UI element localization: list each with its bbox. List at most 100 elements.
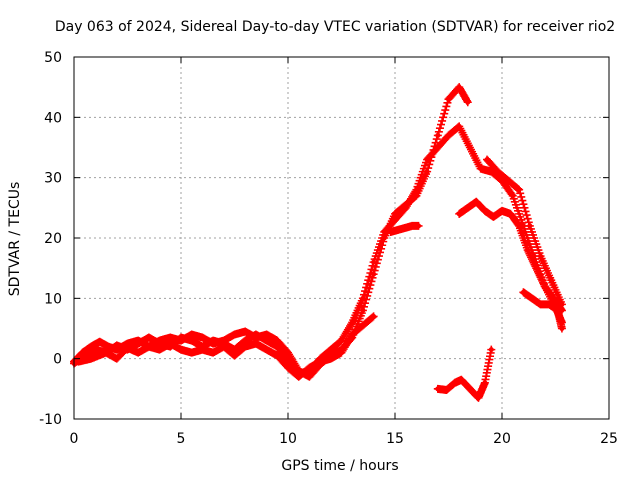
data-point	[452, 380, 458, 386]
data-point	[467, 145, 473, 150]
x-tick-label: 25	[600, 431, 618, 447]
series-arc-5	[483, 155, 566, 309]
axes: 0 5 10 15 20 25 -10 0 10 20 30 40 50	[39, 50, 618, 447]
data-point	[446, 96, 451, 102]
data-point	[488, 169, 494, 175]
data-point	[242, 344, 248, 350]
data-point	[371, 313, 377, 319]
data-point	[210, 350, 216, 356]
data-point	[456, 84, 462, 90]
data-point	[488, 347, 494, 353]
data-point	[339, 338, 344, 344]
data-point	[416, 223, 422, 229]
data-point	[88, 356, 94, 362]
data-point	[135, 341, 141, 347]
series-arc-7	[519, 288, 566, 333]
data-point	[167, 341, 173, 347]
data-point	[178, 347, 184, 353]
data-point	[306, 365, 312, 371]
data-point	[495, 169, 501, 175]
series-arc-1	[70, 83, 472, 381]
chart-title: Day 063 of 2024, Sidereal Day-to-day VTE…	[55, 19, 615, 35]
data-point	[349, 319, 355, 325]
data-point	[232, 353, 237, 359]
data-point	[199, 335, 205, 341]
data-point	[189, 338, 195, 344]
data-point	[92, 347, 98, 353]
data-point	[456, 123, 462, 129]
data-point	[253, 332, 259, 338]
x-axis-label: GPS time / hours	[281, 458, 398, 474]
data-point	[465, 205, 471, 211]
data-point	[264, 332, 270, 338]
data-point	[157, 341, 163, 347]
data-point	[555, 307, 561, 313]
data-point	[516, 223, 522, 229]
data-point	[328, 347, 334, 353]
data-point	[458, 377, 464, 383]
data-point	[527, 223, 533, 229]
data-point	[473, 199, 479, 205]
data-point	[520, 289, 526, 295]
data-point	[456, 211, 462, 217]
data-point	[482, 208, 488, 214]
y-tick-label: 10	[44, 291, 62, 307]
y-tick-label: -10	[39, 412, 62, 428]
data-point	[550, 295, 556, 301]
data-point	[178, 335, 184, 341]
y-tick-label: 50	[44, 50, 62, 66]
y-tick-label: 30	[44, 171, 62, 187]
data-point	[409, 223, 415, 229]
x-tick-label: 20	[493, 431, 511, 447]
data-point	[274, 344, 280, 350]
data-point	[435, 145, 441, 150]
data-point	[484, 157, 490, 163]
data-point	[538, 301, 544, 307]
series-layer	[70, 83, 566, 402]
data-point	[546, 301, 552, 307]
data-point	[189, 332, 195, 338]
data-point	[525, 247, 531, 253]
data-point	[360, 307, 366, 313]
data-point	[510, 193, 516, 199]
series-markers	[70, 83, 472, 381]
data-point	[467, 386, 473, 392]
data-point	[75, 359, 81, 365]
data-point	[559, 326, 565, 331]
data-point	[97, 339, 103, 345]
data-point	[135, 350, 141, 356]
data-point	[146, 344, 152, 350]
series-arc-8	[433, 345, 496, 402]
data-point	[435, 386, 441, 392]
data-point	[285, 350, 291, 356]
data-point	[114, 356, 120, 362]
data-point	[392, 217, 398, 223]
data-point	[533, 265, 539, 271]
data-point	[274, 353, 280, 359]
data-point	[189, 350, 195, 356]
data-point	[398, 226, 404, 232]
y-axis-label: SDTVAR / TECUs	[7, 182, 23, 297]
data-point	[446, 132, 451, 138]
data-point	[242, 329, 248, 335]
data-point	[253, 341, 259, 347]
x-tick-label: 0	[70, 431, 79, 447]
data-point	[360, 322, 366, 328]
data-point	[167, 335, 173, 341]
data-point	[478, 166, 484, 172]
data-point	[157, 347, 163, 353]
data-point	[413, 187, 419, 193]
data-point	[542, 283, 548, 289]
data-point	[210, 338, 216, 344]
x-tick-label: 5	[177, 431, 186, 447]
data-point	[435, 132, 441, 138]
data-point	[232, 332, 237, 338]
data-point	[490, 214, 496, 220]
data-point	[371, 259, 377, 265]
data-point	[285, 365, 291, 371]
data-point	[443, 387, 449, 393]
y-tick-label: 20	[44, 231, 62, 247]
data-point	[199, 347, 205, 353]
data-point	[221, 344, 227, 350]
